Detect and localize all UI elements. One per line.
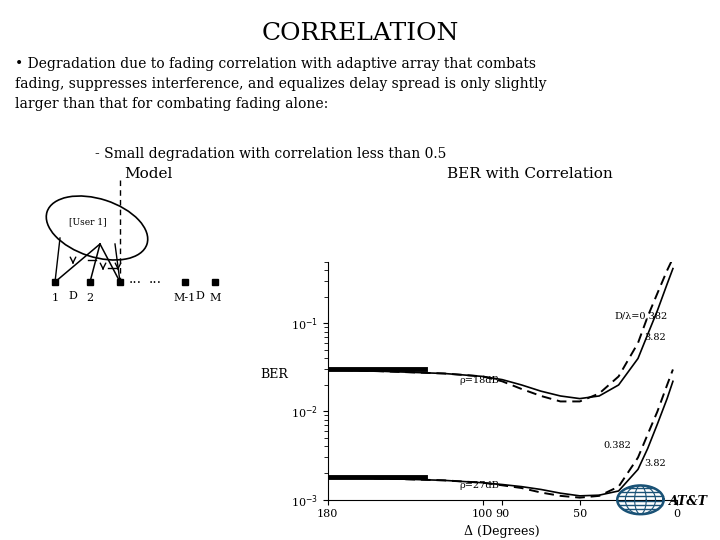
Text: ···: ···: [128, 276, 142, 290]
Text: BER with Correlation: BER with Correlation: [447, 167, 613, 181]
Text: 3.82: 3.82: [644, 333, 665, 342]
Text: D: D: [196, 291, 204, 301]
Text: 1: 1: [51, 293, 58, 303]
Text: • Degradation due to fading correlation with adaptive array that combats
fading,: • Degradation due to fading correlation …: [15, 57, 546, 111]
Text: 0.382: 0.382: [603, 442, 631, 450]
Text: AT&T: AT&T: [669, 495, 708, 508]
Text: [User 1]: [User 1]: [69, 218, 107, 226]
Text: D: D: [68, 291, 78, 301]
Text: Model: Model: [124, 167, 172, 181]
Text: M-1: M-1: [174, 293, 196, 303]
Text: D/λ=0.382: D/λ=0.382: [615, 311, 668, 320]
Text: ρ=27dB: ρ=27dB: [459, 481, 500, 490]
Text: ρ=18dB: ρ=18dB: [459, 376, 499, 385]
Text: 3.82: 3.82: [644, 459, 665, 468]
Text: M: M: [210, 293, 221, 303]
Text: ···: ···: [148, 276, 161, 290]
Text: - Small degradation with correlation less than 0.5: - Small degradation with correlation les…: [95, 147, 446, 161]
X-axis label: Δ (Degrees): Δ (Degrees): [464, 525, 540, 538]
Text: 2: 2: [86, 293, 94, 303]
Y-axis label: BER: BER: [260, 368, 288, 381]
Text: CORRELATION: CORRELATION: [261, 22, 459, 45]
